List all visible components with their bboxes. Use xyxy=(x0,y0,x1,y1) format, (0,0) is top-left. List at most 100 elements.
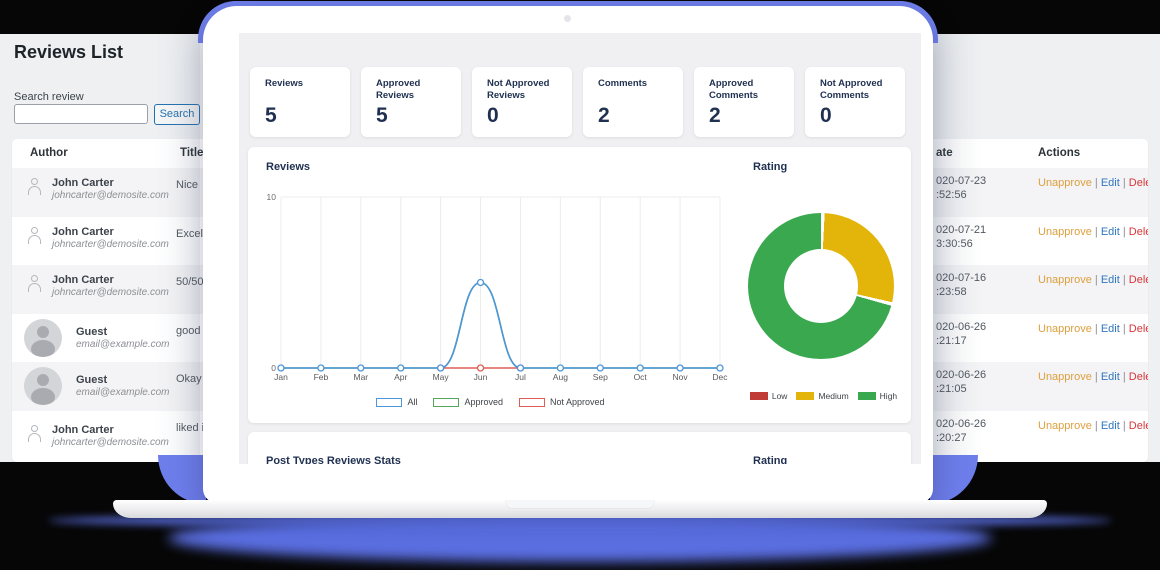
laptop-notch xyxy=(505,500,655,509)
svg-text:Jun: Jun xyxy=(474,372,488,382)
author-name: John Carter xyxy=(52,177,114,189)
delete-link[interactable]: Delete xyxy=(1128,371,1148,383)
separator: | xyxy=(1122,177,1126,189)
stat-label: Approved Reviews xyxy=(376,78,421,102)
author-email: johncarter@demosite.com xyxy=(52,287,169,298)
stat-card-approved-comments: Approved Comments 2 xyxy=(694,67,794,137)
edit-link[interactable]: Edit xyxy=(1100,371,1120,383)
legend-label: Medium xyxy=(818,391,849,401)
legend-label: Approved xyxy=(464,397,503,407)
unapprove-link[interactable]: Unapprove xyxy=(1038,420,1092,432)
separator: | xyxy=(1094,371,1098,383)
author-email: johncarter@demosite.com xyxy=(52,190,169,201)
review-date: 020-07-23:52:56 xyxy=(936,174,986,202)
row-actions: Unapprove | Edit | Delete xyxy=(1038,274,1148,286)
legend-label: High xyxy=(879,391,898,401)
legend-swatch-not-approved xyxy=(519,397,545,407)
reviews-line-chart: Jan Feb Mar Apr May Jun Jul Aug Sep Oct Nov Dec 0 10 xyxy=(267,192,728,382)
row-actions: Unapprove | Edit | Delete xyxy=(1038,420,1148,432)
svg-text:Feb: Feb xyxy=(314,372,329,382)
table-row: John Carter johncarter@demosite.com like… xyxy=(12,411,1148,462)
reviews-chart-title: Reviews xyxy=(266,161,311,173)
row-actions: Unapprove | Edit | Delete xyxy=(1038,226,1148,238)
svg-text:Jul: Jul xyxy=(515,372,526,382)
svg-text:10: 10 xyxy=(267,192,277,202)
stat-value: 2 xyxy=(598,104,610,127)
unapprove-link[interactable]: Unapprove xyxy=(1038,323,1092,335)
svg-text:0: 0 xyxy=(271,363,276,373)
review-title: Nice xyxy=(176,179,198,191)
camera-dot-icon xyxy=(564,15,571,22)
svg-text:Dec: Dec xyxy=(712,372,728,382)
separator: | xyxy=(1122,274,1126,286)
laptop-base xyxy=(113,500,1047,518)
edit-link[interactable]: Edit xyxy=(1100,420,1120,432)
review-title: liked it xyxy=(176,422,207,434)
edit-link[interactable]: Edit xyxy=(1100,177,1120,189)
search-input[interactable] xyxy=(14,104,148,124)
delete-link[interactable]: Delete xyxy=(1128,274,1148,286)
review-date: 020-07-213:30:56 xyxy=(936,223,986,251)
stat-value: 5 xyxy=(376,104,388,127)
row-actions: Unapprove | Edit | Delete xyxy=(1038,177,1148,189)
guest-avatar-icon xyxy=(24,367,62,405)
legend-label: Low xyxy=(771,391,788,401)
column-header-date: ate xyxy=(936,147,953,159)
author-email: email@example.com xyxy=(76,339,170,350)
delete-link[interactable]: Delete xyxy=(1128,323,1148,335)
delete-link[interactable]: Delete xyxy=(1128,420,1148,432)
author-name: Guest xyxy=(76,326,108,338)
stat-label: Not Approved Comments xyxy=(820,78,883,102)
rating-chart-title: Rating xyxy=(753,161,788,173)
separator: | xyxy=(1122,420,1126,432)
rating-donut-chart xyxy=(748,213,894,359)
review-date: 020-06-26:21:05 xyxy=(936,368,986,396)
delete-link[interactable]: Delete xyxy=(1128,177,1148,189)
legend-swatch-approved xyxy=(433,397,460,407)
search-button[interactable]: Search xyxy=(154,104,200,125)
donut-legend: Low Medium High xyxy=(736,391,911,401)
separator: | xyxy=(1122,371,1126,383)
author-name: John Carter xyxy=(52,274,114,286)
legend-swatch-medium xyxy=(796,392,815,400)
edit-link[interactable]: Edit xyxy=(1100,323,1120,335)
laptop-screen: Reviews 5 Approved Reviews 5 Not Approve… xyxy=(203,6,933,503)
stat-card-not-approved-reviews: Not Approved Reviews 0 xyxy=(472,67,572,137)
svg-text:Jan: Jan xyxy=(274,372,288,382)
search-review-label: Search review xyxy=(14,91,84,103)
delete-link[interactable]: Delete xyxy=(1128,226,1148,238)
svg-text:May: May xyxy=(433,372,450,382)
edit-link[interactable]: Edit xyxy=(1100,226,1120,238)
review-date: 020-06-26:20:27 xyxy=(936,417,986,445)
guest-avatar-icon xyxy=(24,319,62,357)
user-avatar-icon xyxy=(27,178,42,195)
unapprove-link[interactable]: Unapprove xyxy=(1038,177,1092,189)
stat-card-not-approved-comments: Not Approved Comments 0 xyxy=(805,67,905,137)
user-avatar-icon xyxy=(27,275,42,292)
unapprove-link[interactable]: Unapprove xyxy=(1038,274,1092,286)
column-header-actions: Actions xyxy=(1038,147,1081,159)
line-chart-legend: All Approved Not Approved xyxy=(248,397,733,407)
modal-shadow-right xyxy=(933,34,983,462)
stat-cards-row: Reviews 5 Approved Reviews 5 Not Approve… xyxy=(250,67,905,137)
edit-link[interactable]: Edit xyxy=(1100,274,1120,286)
column-header-author: Author xyxy=(30,147,68,159)
svg-text:Aug: Aug xyxy=(553,372,568,382)
separator: | xyxy=(1094,177,1098,189)
post-types-card: Post Types Reviews Stats Rating xyxy=(248,432,911,464)
review-title: good xyxy=(176,325,200,337)
separator: | xyxy=(1094,420,1098,432)
svg-text:Oct: Oct xyxy=(634,372,648,382)
author-name: John Carter xyxy=(52,424,114,436)
stat-card-comments: Comments 2 xyxy=(583,67,683,137)
stat-label: Not Approved Reviews xyxy=(487,78,550,102)
separator: | xyxy=(1094,274,1098,286)
unapprove-link[interactable]: Unapprove xyxy=(1038,371,1092,383)
stat-card-reviews: Reviews 5 xyxy=(250,67,350,137)
author-name: John Carter xyxy=(52,226,114,238)
post-types-title: Post Types Reviews Stats xyxy=(266,455,401,464)
unapprove-link[interactable]: Unapprove xyxy=(1038,226,1092,238)
svg-text:Apr: Apr xyxy=(394,372,407,382)
bottom-rating-title: Rating xyxy=(753,455,788,464)
author-email: johncarter@demosite.com xyxy=(52,239,169,250)
